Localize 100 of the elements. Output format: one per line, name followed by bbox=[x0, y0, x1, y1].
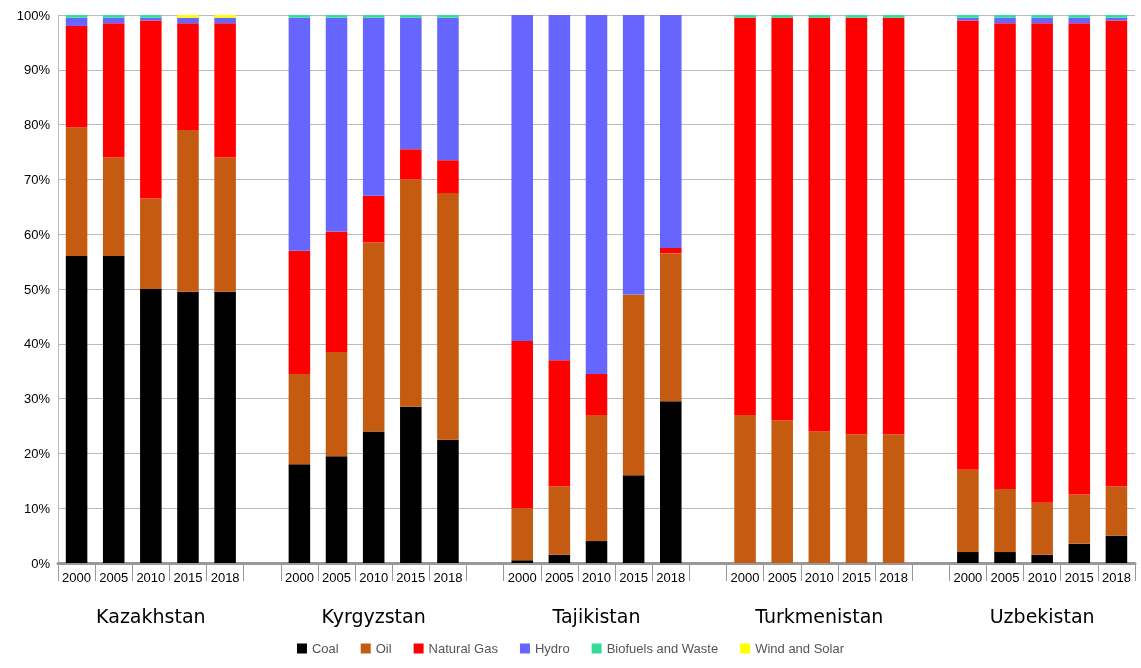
bar bbox=[771, 420, 793, 563]
bar bbox=[1105, 20, 1128, 487]
bar bbox=[957, 552, 979, 563]
bar bbox=[808, 431, 831, 563]
bar bbox=[214, 291, 236, 563]
bar bbox=[845, 17, 868, 435]
x-tick-label: 2000 bbox=[62, 570, 92, 585]
bar bbox=[177, 15, 199, 18]
y-tick-label: 90% bbox=[23, 62, 51, 78]
bar bbox=[65, 17, 88, 26]
bar bbox=[362, 15, 385, 18]
bar bbox=[734, 415, 756, 563]
bar bbox=[140, 20, 162, 199]
bar bbox=[548, 554, 571, 563]
y-tick-label: 10% bbox=[23, 500, 51, 516]
bar bbox=[585, 15, 608, 374]
bar bbox=[1068, 543, 1091, 563]
x-tick-label: 2010 bbox=[1027, 570, 1057, 585]
bar bbox=[325, 15, 348, 18]
bar bbox=[994, 23, 1016, 490]
x-tick-label: 2005 bbox=[544, 570, 574, 585]
bar bbox=[660, 253, 682, 402]
bar bbox=[400, 406, 422, 563]
y-tick-label: 40% bbox=[23, 336, 51, 352]
bar bbox=[288, 464, 311, 563]
bar bbox=[362, 195, 385, 243]
bar bbox=[882, 17, 905, 435]
bar bbox=[102, 23, 125, 158]
bar bbox=[140, 289, 162, 563]
bar bbox=[437, 17, 459, 161]
x-tick-label: 2015 bbox=[619, 570, 649, 585]
legend-label: Coal bbox=[311, 641, 339, 656]
x-tick-label: 2015 bbox=[1064, 570, 1094, 585]
bar bbox=[771, 15, 793, 18]
bar bbox=[1105, 486, 1128, 536]
bar bbox=[994, 552, 1016, 563]
bar bbox=[437, 15, 459, 18]
bar bbox=[994, 15, 1016, 18]
bar bbox=[214, 17, 236, 24]
bar bbox=[660, 401, 682, 563]
bar bbox=[177, 17, 199, 24]
bar bbox=[177, 23, 199, 131]
bar bbox=[957, 20, 979, 470]
bar bbox=[548, 360, 571, 487]
bar bbox=[548, 486, 571, 555]
bar bbox=[1031, 502, 1053, 555]
x-tick-label: 2005 bbox=[990, 570, 1020, 585]
x-tick-label: 2018 bbox=[210, 570, 240, 585]
bar bbox=[511, 508, 533, 561]
text: Uzbekistan bbox=[989, 604, 1095, 627]
bar bbox=[994, 17, 1016, 24]
x-tick-label: 2015 bbox=[396, 570, 426, 585]
x-tick-label: 2000 bbox=[284, 570, 314, 585]
x-tick-label: 2000 bbox=[507, 570, 537, 585]
bar bbox=[325, 231, 348, 353]
bar bbox=[65, 127, 88, 257]
bar bbox=[957, 469, 979, 553]
bar bbox=[734, 17, 756, 416]
bar bbox=[511, 341, 533, 509]
bar bbox=[994, 489, 1016, 553]
y-tick-label: 0% bbox=[31, 555, 51, 571]
bar bbox=[660, 15, 682, 248]
x-tick-label: 2015 bbox=[173, 570, 203, 585]
bar bbox=[622, 294, 645, 476]
bar bbox=[362, 17, 385, 196]
bar bbox=[585, 541, 608, 563]
legend-label: Biofuels and Waste bbox=[606, 641, 719, 656]
bar bbox=[808, 15, 831, 18]
x-tick-label: 2010 bbox=[359, 570, 389, 585]
x-tick-label: 2018 bbox=[433, 570, 463, 585]
y-tick-label: 60% bbox=[23, 226, 51, 242]
bar bbox=[102, 157, 125, 257]
x-tick-label: 2018 bbox=[1101, 570, 1131, 585]
y-tick-label: 70% bbox=[23, 171, 51, 187]
text: Tajikistan bbox=[551, 604, 641, 627]
x-tick-label: 2018 bbox=[879, 570, 909, 585]
bar bbox=[511, 15, 533, 342]
bar bbox=[400, 149, 422, 180]
x-tick-label: 2015 bbox=[842, 570, 871, 585]
bar bbox=[288, 15, 311, 18]
bar bbox=[622, 15, 645, 295]
legend-label: Oil bbox=[375, 641, 392, 656]
text: Kyrgyzstan bbox=[321, 604, 426, 627]
bar bbox=[548, 15, 571, 361]
bar bbox=[511, 560, 533, 563]
bar bbox=[400, 15, 422, 18]
bar bbox=[288, 17, 311, 251]
bar bbox=[660, 247, 682, 254]
bar bbox=[585, 373, 608, 416]
bar bbox=[140, 198, 162, 289]
bar bbox=[808, 17, 831, 432]
bar bbox=[1105, 535, 1128, 563]
text: Kazakhstan bbox=[96, 604, 206, 627]
y-tick-label: 100% bbox=[16, 7, 51, 23]
bar bbox=[400, 179, 422, 407]
bar bbox=[1068, 23, 1091, 495]
bar bbox=[65, 25, 88, 128]
bar bbox=[362, 431, 385, 563]
bar bbox=[214, 15, 236, 18]
x-tick-label: 2018 bbox=[656, 570, 686, 585]
